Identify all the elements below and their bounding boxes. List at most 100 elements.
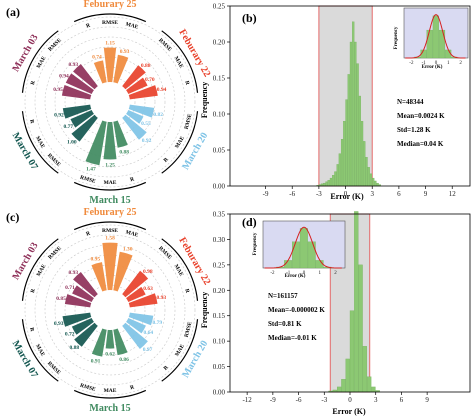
x-axis-label-b: Error (K) xyxy=(330,192,364,201)
polar-bar xyxy=(72,285,94,303)
metric-label: MAE xyxy=(125,21,139,30)
x-tick-label: -3 xyxy=(316,190,322,198)
histogram-bar xyxy=(362,346,367,393)
grid-ring xyxy=(54,46,166,158)
stat-mean-d: Mean=-0.000002 K xyxy=(268,306,325,314)
metric-label: RMSE xyxy=(47,37,63,53)
inset-bar xyxy=(299,228,308,269)
inset-x-tick-label: -1 xyxy=(286,271,291,276)
x-tick-label: -6 xyxy=(296,396,302,404)
metric-label: MAE xyxy=(36,263,48,277)
metric-label: MAE xyxy=(34,343,46,357)
metric-label: RMSE xyxy=(46,153,62,169)
metric-label: R xyxy=(28,119,35,125)
polar-bar xyxy=(126,317,146,334)
histogram-bar xyxy=(332,175,335,187)
date-label: Feburary 25 xyxy=(83,207,136,218)
histogram-bar xyxy=(343,121,346,187)
bar-value-label: 0.63 xyxy=(143,286,153,292)
inset-x-tick-label: 2 xyxy=(334,271,337,276)
inset-bar xyxy=(307,241,316,269)
metric-label: MAE xyxy=(36,55,48,69)
stat-std-b: Std=1.28 K xyxy=(397,126,431,134)
polar-bar xyxy=(122,270,149,298)
histogram-bar xyxy=(376,182,379,187)
x-tick-label: 6 xyxy=(400,396,404,404)
date-arc xyxy=(73,181,147,191)
panel-label-c: (c) xyxy=(6,210,19,224)
y-tick-label: 0.10 xyxy=(213,111,226,119)
polar-bar xyxy=(103,121,117,160)
histogram-bar xyxy=(372,177,375,187)
metric-label: R xyxy=(130,176,136,183)
grid-ring xyxy=(64,56,156,148)
panel-label-a: (a) xyxy=(6,5,20,19)
x-tick-label: 0 xyxy=(348,396,352,404)
x-tick-label: -3 xyxy=(321,396,327,404)
polar-panel-c: (c) 0.95 R 1.58 RMSE 1.30 MAE Feburary 25 0.98 R… xyxy=(6,207,212,414)
metric-label: MAE xyxy=(125,229,139,238)
polar-bar xyxy=(71,317,94,335)
polar-bar xyxy=(61,85,92,100)
metric-label: RMSE xyxy=(79,383,96,393)
histogram-bar xyxy=(365,157,368,187)
polar-bar xyxy=(113,120,128,148)
polar-bar xyxy=(113,54,129,84)
histogram-bar xyxy=(329,177,333,187)
inset-x-tick-label: 0 xyxy=(435,61,438,66)
histogram-bar xyxy=(338,153,341,187)
y-tick-label: 0.00 xyxy=(213,389,226,397)
bar-value-label: 0.92 xyxy=(142,138,152,144)
x-tick-label: 3 xyxy=(374,396,378,404)
y-tick-label: 0.15 xyxy=(213,75,226,83)
bar-value-label: 1.58 xyxy=(105,236,115,242)
polar-bar xyxy=(102,242,118,291)
polar-bar xyxy=(122,65,146,90)
polar-bar xyxy=(128,293,158,308)
date-arc xyxy=(21,30,59,93)
x-tick-label: -9 xyxy=(263,190,269,198)
metric-label: MAE xyxy=(104,388,117,394)
inset-x-tick-label: 1 xyxy=(447,61,450,66)
inset-bar xyxy=(426,29,433,59)
date-arc xyxy=(73,13,147,23)
metric-label: MAE xyxy=(173,55,185,69)
metric-label: RMSE xyxy=(184,113,194,130)
bar-value-label: 1.00 xyxy=(67,140,77,146)
histogram-bar xyxy=(356,63,359,187)
bar-value-label: 1.15 xyxy=(105,41,115,47)
grid-ring xyxy=(54,254,166,366)
bar-value-label: 0.55 xyxy=(141,121,151,127)
x-tick-label: -6 xyxy=(289,190,295,198)
date-arc xyxy=(161,111,199,174)
bar-value-label: 0.79 xyxy=(152,320,162,326)
polar-bar xyxy=(128,312,154,326)
x-tick-label: 9 xyxy=(424,190,428,198)
y-tick-label: 0.25 xyxy=(213,3,226,11)
bar-value-label: 0.92 xyxy=(54,113,64,119)
histogram-bar xyxy=(340,139,344,187)
histogram-bar xyxy=(360,121,364,187)
bar-value-label: 0.88 xyxy=(119,149,129,155)
date-arc xyxy=(161,238,199,301)
stat-std-d: Std=0.81 K xyxy=(268,320,302,328)
polar-bar xyxy=(70,109,94,128)
date-arc xyxy=(73,389,147,399)
polar-bar xyxy=(71,114,98,142)
bar-value-label: 0.82 xyxy=(153,112,163,118)
date-arc xyxy=(21,111,59,174)
y-tick-label: 0.20 xyxy=(213,39,226,47)
x-axis-label-d: Error (K) xyxy=(332,407,366,416)
y-tick-label: 0.15 xyxy=(213,312,226,320)
grid-ring xyxy=(24,224,196,396)
histogram-bar xyxy=(358,95,361,187)
metric-label: R xyxy=(30,287,37,293)
metric-label: RMSE xyxy=(102,20,118,26)
bar-value-label: 0.70 xyxy=(145,77,155,83)
inset-fit-curve xyxy=(405,13,466,59)
histogram-bar xyxy=(358,264,363,393)
bar-value-label: 1.25 xyxy=(105,163,115,169)
histogram-bar xyxy=(363,141,366,187)
histogram-bar xyxy=(349,41,353,187)
